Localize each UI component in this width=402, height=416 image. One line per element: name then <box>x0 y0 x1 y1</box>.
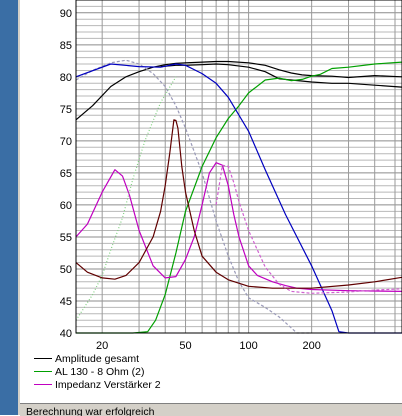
x-axis-labels: 20 50 100 200 <box>96 340 321 352</box>
left-window-frame <box>0 0 18 415</box>
y-tick-label: 90 <box>60 8 72 20</box>
grid-layer <box>76 0 402 334</box>
x-tick-label: 50 <box>179 340 191 352</box>
legend-label: Impedanz Verstärker 2 <box>55 378 161 391</box>
legend-label: AL 130 - 8 Ohm (2) <box>55 365 145 378</box>
frequency-response-chart: 40 45 50 55 60 65 70 75 80 85 90 20 50 100 200 Amplit… <box>20 0 402 403</box>
y-tick-label: 55 <box>60 232 72 244</box>
x-tick-label: 200 <box>302 340 320 352</box>
legend-label: Amplitude gesamt <box>55 352 140 365</box>
series-line <box>75 63 402 334</box>
plot-frame <box>75 0 402 334</box>
y-tick-label: 80 <box>60 72 72 84</box>
legend-item-impedanz: Impedanz Verstärker 2 <box>34 378 161 391</box>
series-layer <box>75 59 402 334</box>
series-line <box>75 162 402 292</box>
legend-swatch <box>34 358 52 359</box>
legend: Amplitude gesamt AL 130 - 8 Ohm (2) Impe… <box>34 352 161 391</box>
frame-edge <box>18 0 20 415</box>
legend-item-amplitude: Amplitude gesamt <box>34 352 161 365</box>
y-tick-label: 85 <box>60 40 72 52</box>
y-tick-label: 45 <box>60 296 72 308</box>
x-tick-label: 20 <box>96 340 108 352</box>
y-tick-label: 70 <box>60 136 72 148</box>
status-text: Berechnung war erfolgreich <box>26 406 155 416</box>
y-tick-label: 75 <box>60 104 72 116</box>
chart-svg: 40 45 50 55 60 65 70 75 80 85 90 20 50 100 200 <box>60 0 402 352</box>
legend-swatch <box>34 384 52 385</box>
series-line <box>215 164 402 294</box>
y-tick-label: 40 <box>60 328 72 340</box>
series-line <box>160 63 402 88</box>
y-tick-label: 60 <box>60 200 72 212</box>
legend-swatch <box>34 371 52 372</box>
y-axis-labels: 40 45 50 55 60 65 70 75 80 85 90 <box>60 8 72 340</box>
y-tick-label: 65 <box>60 168 72 180</box>
series-line <box>76 61 402 334</box>
series-line <box>75 60 402 121</box>
y-tick-label: 50 <box>60 264 72 276</box>
status-bar: Berechnung war erfolgreich <box>20 403 402 416</box>
legend-item-al130: AL 130 - 8 Ohm (2) <box>34 365 161 378</box>
series-line <box>75 59 312 334</box>
series-line <box>75 119 402 289</box>
x-tick-label: 100 <box>239 340 257 352</box>
